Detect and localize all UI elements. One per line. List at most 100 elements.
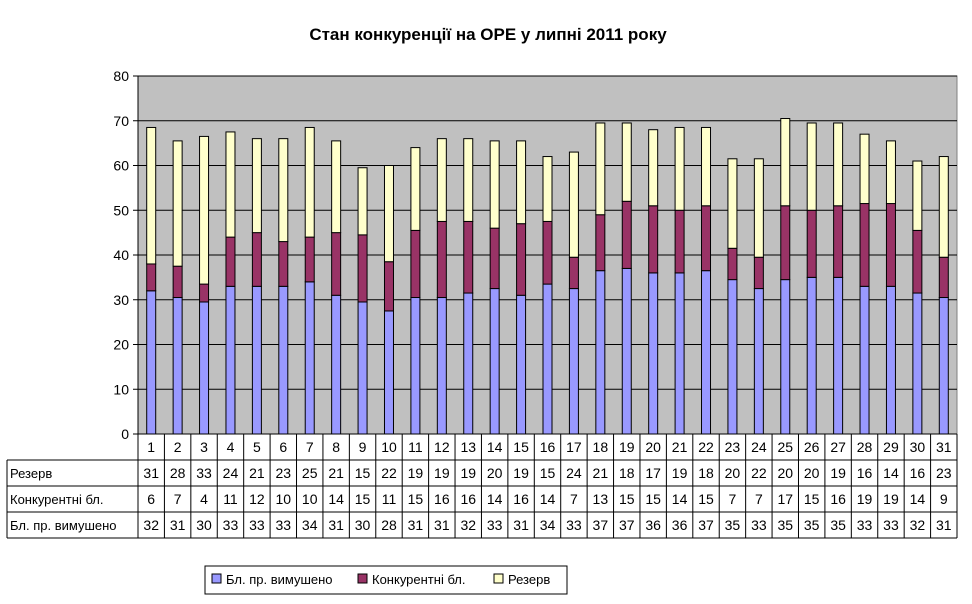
y-tick-label: 80 <box>113 68 129 84</box>
bar-segment <box>410 229 421 299</box>
bar-segment <box>516 140 527 225</box>
bar-segment <box>568 151 579 258</box>
table-cell: 9 <box>940 491 948 507</box>
table-cell: 11 <box>223 491 238 507</box>
table-cell: 16 <box>513 491 529 507</box>
table-cell: 20 <box>487 465 503 481</box>
y-tick-label: 50 <box>113 202 129 218</box>
x-category-label: 18 <box>593 439 609 455</box>
table-cell: 33 <box>276 517 292 533</box>
table-cell: 14 <box>883 465 899 481</box>
bar-segment <box>885 140 896 205</box>
bar-segment <box>463 292 474 435</box>
table-cell: 37 <box>619 517 635 533</box>
y-tick-label: 30 <box>113 292 129 308</box>
bar-segment <box>172 265 183 299</box>
table-cell: 19 <box>408 465 424 481</box>
table-cell: 23 <box>936 465 952 481</box>
bar-segment <box>833 205 844 278</box>
table-cell: 37 <box>698 517 714 533</box>
bar-segment <box>621 122 632 202</box>
bar-segment <box>357 301 368 435</box>
table-cell: 19 <box>513 465 529 481</box>
x-category-label: 16 <box>540 439 556 455</box>
x-category-label: 28 <box>857 439 873 455</box>
table-cell: 20 <box>777 465 793 481</box>
table-cell: 19 <box>460 465 476 481</box>
x-category-label: 10 <box>381 439 397 455</box>
bar-segment <box>331 232 342 296</box>
bar-segment <box>727 158 738 249</box>
bar-segment <box>780 205 791 281</box>
bar-segment <box>278 285 289 435</box>
bar-segment <box>753 158 764 258</box>
x-category-label: 4 <box>227 439 235 455</box>
bar-segment <box>833 276 844 435</box>
bar-segment <box>410 297 421 435</box>
y-tick-label: 70 <box>113 113 129 129</box>
bar-segment <box>542 220 553 285</box>
x-category-label: 9 <box>359 439 367 455</box>
table-cell: 14 <box>910 491 926 507</box>
bar-segment <box>648 129 659 207</box>
x-category-label: 27 <box>830 439 846 455</box>
table-cell: 33 <box>751 517 767 533</box>
table-cell: 15 <box>645 491 661 507</box>
bar-segment <box>489 140 500 229</box>
table-cell: 30 <box>355 517 371 533</box>
bar-segment <box>383 310 394 435</box>
bar-segment <box>806 209 817 278</box>
y-tick-label: 10 <box>113 381 129 397</box>
bar-segment <box>489 227 500 290</box>
table-cell: 21 <box>593 465 609 481</box>
bar-segment <box>648 205 659 274</box>
x-category-label: 19 <box>619 439 635 455</box>
x-category-label: 7 <box>306 439 314 455</box>
table-row-label: Бл. пр. вимушено <box>10 518 117 533</box>
x-category-label: 15 <box>513 439 529 455</box>
y-axis: 0 10 20 30 40 50 60 70 80 <box>113 68 139 442</box>
bar-segment <box>331 294 342 435</box>
bar-segment <box>146 126 157 265</box>
bar-segment <box>912 160 923 231</box>
x-category-label: 31 <box>936 439 952 455</box>
bar-segment <box>383 261 394 312</box>
x-category-label: 25 <box>777 439 793 455</box>
table-cell: 15 <box>408 491 424 507</box>
x-category-label: 20 <box>645 439 661 455</box>
bar-segment <box>357 234 368 303</box>
chart-title: Стан конкуренції на ОРЕ у липні 2011 рок… <box>309 25 667 44</box>
table-row-label: Резерв <box>10 466 52 481</box>
table-cell: 24 <box>223 465 239 481</box>
y-tick-label: 60 <box>113 158 129 174</box>
table-cell: 35 <box>777 517 793 533</box>
x-category-label: 12 <box>434 439 450 455</box>
table-cell: 31 <box>513 517 529 533</box>
table-cell: 28 <box>381 517 397 533</box>
bar-segment <box>568 288 579 435</box>
table-cell: 19 <box>434 465 450 481</box>
bar-segment <box>383 165 394 263</box>
table-cell: 14 <box>487 491 503 507</box>
bar-segment <box>357 167 368 236</box>
bar-segment <box>278 241 289 287</box>
bar-segment <box>199 301 210 435</box>
table-cell: 15 <box>698 491 714 507</box>
table-cell: 34 <box>302 517 318 533</box>
table-cell: 31 <box>143 465 159 481</box>
bar-segment <box>753 288 764 435</box>
table-cell: 20 <box>804 465 820 481</box>
table-cell: 25 <box>302 465 318 481</box>
x-category-label: 5 <box>253 439 261 455</box>
table-cell: 13 <box>593 491 609 507</box>
legend-swatch <box>493 573 504 584</box>
x-category-label: 6 <box>279 439 287 455</box>
bar-segment <box>701 205 712 272</box>
table-cell: 33 <box>883 517 899 533</box>
y-tick-label: 0 <box>121 426 129 442</box>
bar-segment <box>251 285 262 435</box>
table-row-label: Конкурентні бл. <box>10 492 104 507</box>
legend-box <box>204 565 568 595</box>
table-cell: 16 <box>910 465 926 481</box>
table-cell: 31 <box>170 517 186 533</box>
